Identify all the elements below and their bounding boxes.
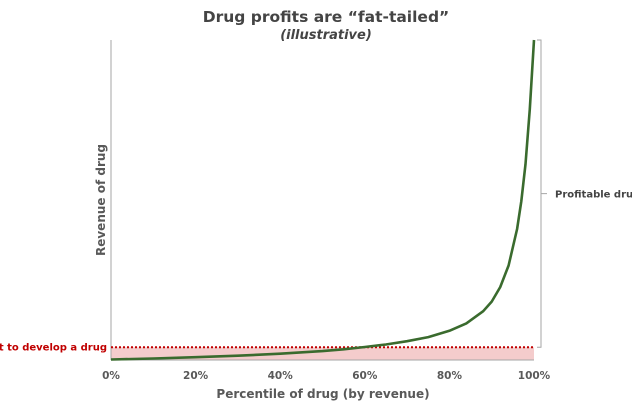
profitable-bracket	[537, 39, 547, 348]
x-tick-labels: 0% 20% 40% 60% 80% 100%	[102, 370, 551, 382]
chart-title: Drug profits are “fat-tailed”	[203, 8, 449, 26]
x-tick-label: 0%	[102, 370, 120, 382]
chart-subtitle: (illustrative)	[280, 28, 372, 43]
x-tick-label: 40%	[268, 370, 294, 382]
x-tick-label: 60%	[352, 370, 378, 382]
y-axis-title: Revenue of drug	[94, 144, 108, 256]
profitable-drugs-label: Profitable drugs	[555, 190, 632, 201]
cost-line-label: Cost to develop a drug	[0, 342, 107, 353]
x-tick-label: 100%	[518, 370, 551, 382]
x-axis-title: Percentile of drug (by revenue)	[216, 387, 429, 401]
series-line	[110, 39, 536, 361]
x-tick-label: 20%	[183, 370, 209, 382]
x-tick-label: 80%	[437, 370, 463, 382]
